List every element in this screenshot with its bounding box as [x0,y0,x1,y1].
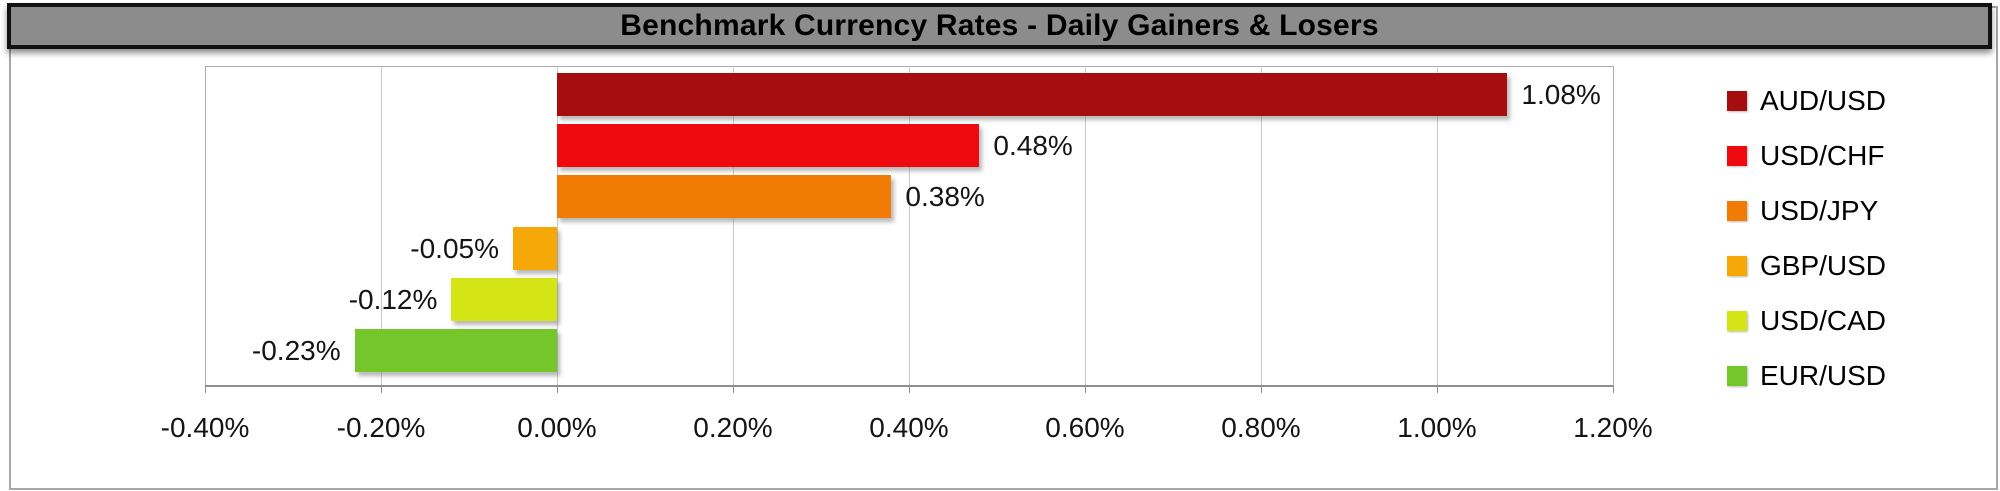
legend-item-usd-jpy: USD/JPY [1727,183,1878,238]
axis-tick [1261,385,1262,393]
legend-label-usd-cad: USD/CAD [1760,304,1887,336]
bar-gbp-usd [513,226,557,270]
legend-label-usd-jpy: USD/JPY [1760,194,1879,226]
value-label-gbp-usd: -0.05% [410,232,499,264]
legend-swatch-icon-eur-usd [1727,365,1747,386]
bar-eur-usd [354,329,557,372]
value-label-aud-usd: 1.08% [1521,79,1601,110]
axis-tick [381,385,382,393]
legend-swatch-icon-usd-jpy [1727,200,1747,221]
gridline [1085,66,1086,385]
gridline [909,66,910,385]
bar-aud-usd [557,73,1508,116]
legend-swatch-icon-aud-usd [1727,90,1747,111]
legend-label-usd-chf: USD/CHF [1760,139,1885,171]
gridline [1613,66,1614,385]
value-label-eur-usd: -0.23% [251,335,341,366]
value-label-usd-cad: -0.12% [348,283,438,315]
bar-usd-cad [451,277,557,321]
legend-label-gbp-usd: GBP/USD [1760,249,1887,281]
axis-tick [733,385,734,393]
legend-swatch-icon-gbp-usd [1727,255,1747,276]
bar-usd-chf [557,124,980,168]
gridline [381,66,382,385]
legend-item-usd-cad: USD/CAD [1727,293,1886,348]
axis-tick [1613,385,1614,393]
bar-usd-jpy [557,175,892,219]
axis-tick [205,385,206,393]
legend-label-aud-usd: AUD/USD [1760,84,1887,116]
x-tick-label-1-00-: 1.00% [1397,412,1477,443]
gridline [1261,66,1262,385]
x-tick-label-1-20-: 1.20% [1573,412,1653,443]
gridline [557,66,558,385]
gridline [733,66,734,385]
chart-title: Benchmark Currency Rates - Daily Gainers… [620,9,1379,42]
axis-tick [1085,385,1086,393]
chart-title-bar: Benchmark Currency Rates - Daily Gainers… [7,3,1992,49]
legend-swatch-icon-usd-cad [1727,310,1747,331]
legend-item-usd-chf: USD/CHF [1727,128,1884,183]
axis-tick [1437,385,1438,393]
x-tick-label-0-20-: 0.20% [693,412,773,443]
x-tick-label-0-40-: 0.40% [869,412,949,443]
value-label-usd-jpy: 0.38% [905,181,985,213]
x-tick-label-0-00-: 0.00% [517,412,597,443]
x-tick-label-0-80-: 0.80% [1221,412,1301,443]
axis-tick [557,385,558,393]
gridline [1437,66,1438,385]
gridline [205,66,206,385]
x-tick-label--0-20-: -0.20% [336,412,426,443]
x-tick-label-0-60-: 0.60% [1045,412,1125,443]
legend-label-eur-usd: EUR/USD [1760,359,1887,391]
legend-item-gbp-usd: GBP/USD [1727,238,1886,293]
legend-item-aud-usd: AUD/USD [1727,73,1886,128]
axis-tick [909,385,910,393]
x-tick-label--0-40-: -0.40% [160,412,250,443]
legend-item-eur-usd: EUR/USD [1727,348,1886,403]
value-label-usd-chf: 0.48% [993,130,1073,162]
legend-swatch-icon-usd-chf [1727,145,1747,166]
